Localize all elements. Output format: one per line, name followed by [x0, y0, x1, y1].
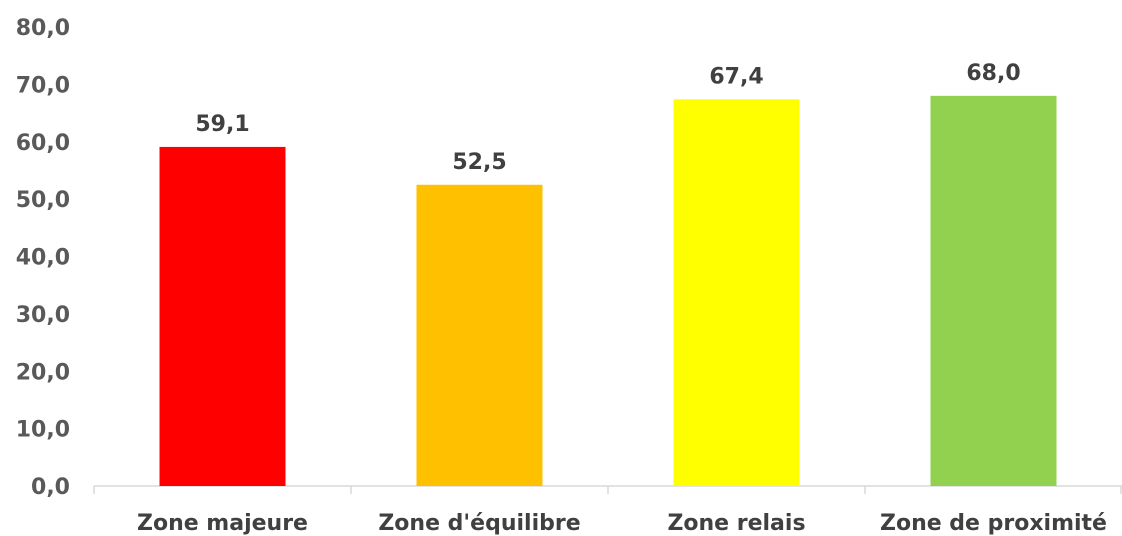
- y-tick-label: 0,0: [31, 475, 70, 500]
- y-axis-tick-labels: 0,0 10,0 20,0 30,0 40,0 50,0 60,0 70,0 80,0: [16, 16, 70, 500]
- x-category-label: Zone majeure: [137, 511, 308, 536]
- x-axis: [93, 485, 1122, 494]
- bar: [673, 99, 800, 486]
- y-tick-label: 70,0: [16, 73, 70, 98]
- x-category-label: Zone d'équilibre: [378, 511, 580, 536]
- y-tick-label: 40,0: [16, 246, 70, 271]
- y-tick-label: 20,0: [16, 360, 70, 385]
- bar: [159, 146, 286, 486]
- y-tick-label: 30,0: [16, 303, 70, 328]
- x-category-label: Zone relais: [667, 511, 805, 536]
- bars: [159, 95, 1057, 486]
- x-category-label: Zone de proximité: [880, 511, 1107, 536]
- y-tick-label: 50,0: [16, 188, 70, 213]
- bar: [416, 184, 543, 486]
- y-tick-label: 10,0: [16, 418, 70, 443]
- data-label: 67,4: [709, 64, 763, 89]
- x-axis-category-labels: Zone majeure Zone d'équilibre Zone relais Z…: [137, 511, 1107, 536]
- y-tick-label: 80,0: [16, 16, 70, 41]
- data-label: 59,1: [195, 112, 249, 137]
- y-tick-label: 60,0: [16, 131, 70, 156]
- data-label: 68,0: [966, 61, 1020, 86]
- data-label: 52,5: [452, 150, 506, 175]
- bar: [930, 95, 1057, 486]
- data-labels: 59,1 52,5 67,4 68,0: [195, 61, 1020, 175]
